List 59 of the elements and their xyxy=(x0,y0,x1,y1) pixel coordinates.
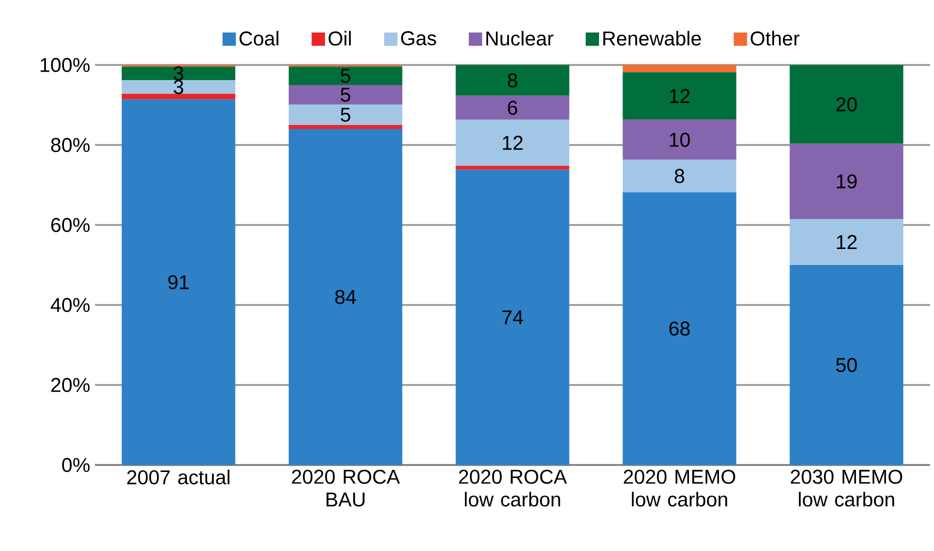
data-label: 20 xyxy=(836,97,857,112)
bar xyxy=(122,66,236,80)
y-tick-label: 40% xyxy=(50,298,90,312)
data-label: 91 xyxy=(168,275,189,290)
bar xyxy=(622,64,736,72)
bar xyxy=(288,129,402,465)
data-label: 3 xyxy=(174,80,184,94)
bar xyxy=(456,120,570,166)
data-label: 19 xyxy=(836,174,857,188)
legend-label: Oil xyxy=(328,30,351,46)
y-tick-label: 100% xyxy=(40,58,90,72)
bar xyxy=(622,160,736,192)
data-label: 50 xyxy=(836,358,857,372)
data-label: 5 xyxy=(340,88,350,102)
bar xyxy=(622,72,736,120)
data-label: 3 xyxy=(174,66,184,80)
data-label: 10 xyxy=(670,132,690,147)
x-tick-label: 2030 MEMO low carbon xyxy=(790,470,902,507)
data-label: 12 xyxy=(836,235,857,249)
x-tick-label: 2020 ROCA BAU xyxy=(292,470,400,507)
bar xyxy=(122,99,236,465)
bar xyxy=(622,192,736,465)
bar xyxy=(456,166,570,170)
x-tick-label: 2020 MEMO low carbon xyxy=(624,470,736,507)
legend-label: Nuclear xyxy=(486,30,554,46)
data-label: 5 xyxy=(340,68,350,83)
bar xyxy=(622,120,736,160)
bar xyxy=(288,125,402,129)
y-tick-label: 20% xyxy=(51,378,90,392)
bar xyxy=(790,64,904,144)
bar xyxy=(288,66,402,85)
bar xyxy=(122,80,236,94)
x-tick-label: 2020 ROCA low carbon xyxy=(459,470,567,507)
bar xyxy=(456,170,570,465)
bar xyxy=(456,64,570,96)
bar xyxy=(288,85,402,105)
bar xyxy=(122,94,236,100)
data-label: 12 xyxy=(670,89,690,103)
bar xyxy=(790,219,904,265)
data-label: 68 xyxy=(669,322,690,336)
data-label: 6 xyxy=(508,100,518,115)
bar xyxy=(790,144,904,219)
bar xyxy=(288,104,402,125)
data-label: 8 xyxy=(508,73,518,88)
bar xyxy=(790,265,904,465)
x-tick-label: 2007 actual xyxy=(127,470,230,484)
y-tick-label: 0% xyxy=(62,458,90,472)
legend-label: Gas xyxy=(401,31,436,46)
legend-label: Renewable xyxy=(603,30,701,46)
data-label: 74 xyxy=(502,310,524,324)
legend-label: Other xyxy=(750,30,800,46)
data-label: 12 xyxy=(502,136,523,150)
data-label: 84 xyxy=(335,290,356,304)
y-tick-label: 60% xyxy=(51,218,90,232)
bar xyxy=(456,96,570,120)
data-label: 5 xyxy=(340,108,350,122)
data-label: 8 xyxy=(674,168,684,184)
y-tick-label: 80% xyxy=(51,138,90,152)
legend-label: Coal xyxy=(240,30,278,46)
